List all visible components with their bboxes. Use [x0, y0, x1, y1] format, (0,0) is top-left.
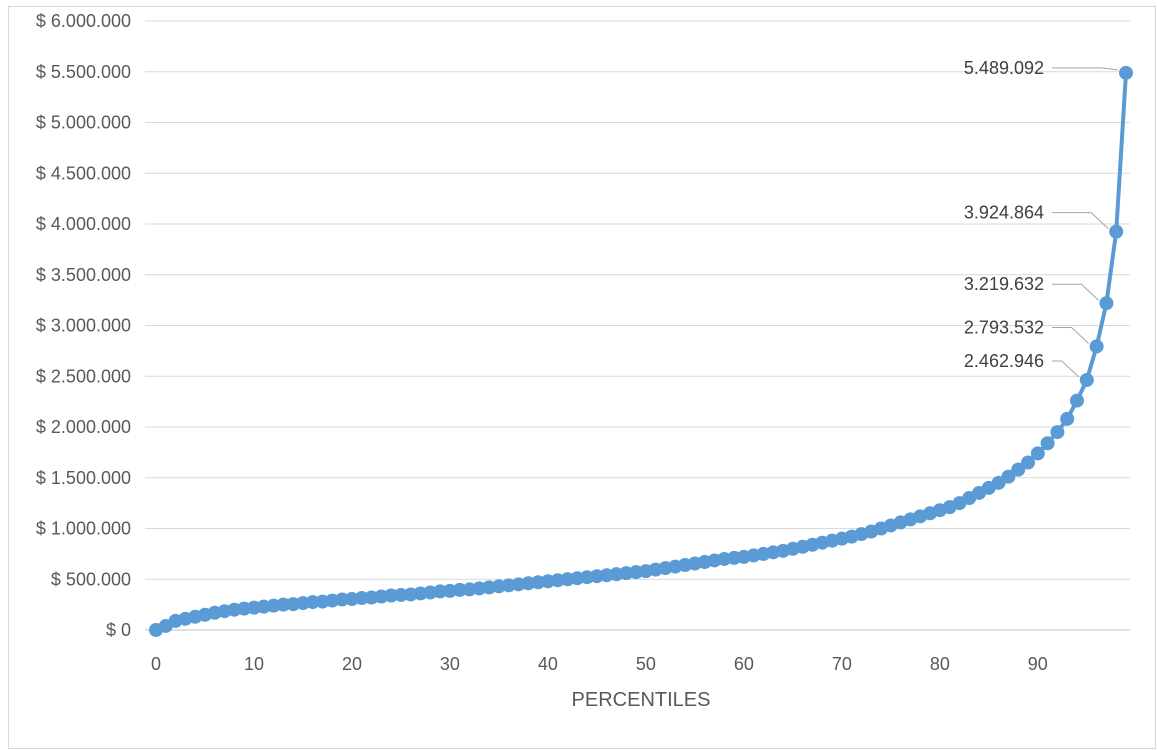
x-tick-label: 70 [832, 654, 852, 674]
x-tick-label: 20 [342, 654, 362, 674]
data-label: 5.489.092 [964, 58, 1044, 78]
data-point [1030, 446, 1045, 461]
y-tick-label: $ 1.500.000 [36, 468, 131, 488]
data-label-leader [1052, 67, 1119, 71]
gridlines [145, 20, 1130, 631]
x-tick-label: 60 [734, 654, 754, 674]
y-tick-label: $ 5.000.000 [36, 113, 131, 133]
data-label: 2.793.532 [964, 317, 1044, 337]
data-label: 3.219.632 [964, 274, 1044, 294]
chart-area [8, 6, 1156, 749]
x-axis-title: PERCENTILES [572, 689, 711, 711]
y-axis: $ 0 $ 500.000 $ 1.000.000 $ 1.500.000 $ 2.00… [36, 11, 131, 640]
x-tick-label: 90 [1028, 654, 1048, 674]
x-tick-label: 10 [244, 654, 264, 674]
data-point [1079, 373, 1094, 388]
y-tick-label: $ 3.500.000 [36, 265, 131, 285]
data-point [1089, 339, 1104, 354]
data-point [1070, 393, 1085, 408]
x-axis: 0 10 20 30 40 50 60 70 80 90 [151, 654, 1048, 674]
data-point [1050, 425, 1065, 440]
y-tick-label: $ 500.000 [51, 569, 131, 589]
data-point [1011, 462, 1026, 477]
data-label-leader [1052, 326, 1089, 344]
data-point [1099, 296, 1114, 311]
x-tick-label: 40 [538, 654, 558, 674]
y-tick-label: $ 4.000.000 [36, 214, 131, 234]
y-tick-label: $ 6.000.000 [36, 11, 131, 31]
data-point [1021, 455, 1036, 470]
series-markers [149, 65, 1133, 637]
data-point [1060, 411, 1075, 426]
data-label: 2.462.946 [964, 351, 1044, 371]
y-tick-label: $ 1.000.000 [36, 519, 131, 539]
data-label-leader [1052, 360, 1080, 378]
data-label-leader [1052, 283, 1099, 301]
x-tick-label: 50 [636, 654, 656, 674]
y-tick-label: $ 5.500.000 [36, 62, 131, 82]
y-tick-label: $ 0 [106, 620, 131, 640]
x-tick-label: 30 [440, 654, 460, 674]
y-tick-label: $ 2.500.000 [36, 366, 131, 386]
data-point [1001, 469, 1016, 484]
y-tick-label: $ 4.500.000 [36, 163, 131, 183]
data-label: 3.924.864 [964, 203, 1044, 223]
data-point [1109, 224, 1124, 239]
x-tick-label: 80 [930, 654, 950, 674]
x-tick-label: 0 [151, 654, 161, 674]
y-tick-label: $ 3.000.000 [36, 316, 131, 336]
y-tick-label: $ 2.000.000 [36, 417, 131, 437]
data-point [1040, 436, 1055, 451]
data-label-leader [1052, 212, 1109, 229]
data-point [1119, 65, 1133, 80]
data-labels: 2.462.946 2.793.532 3.219.632 3.924.864 5.48… [964, 58, 1119, 378]
